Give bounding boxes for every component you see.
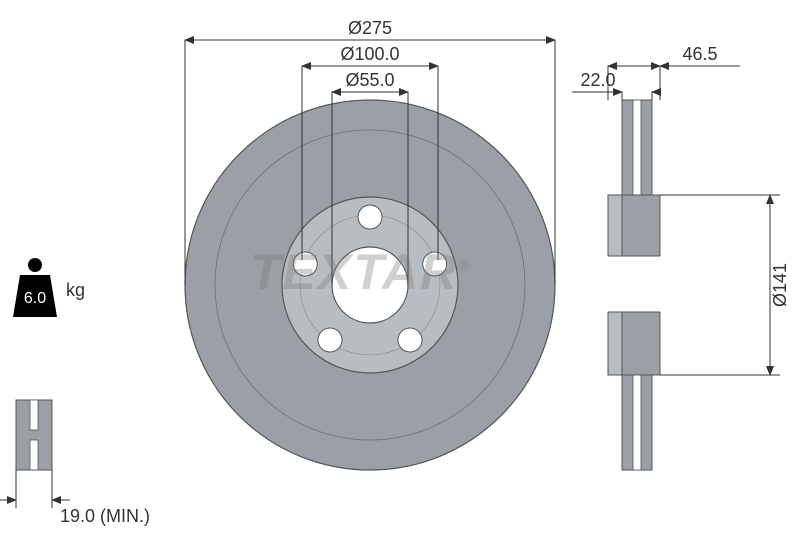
min-thickness-profile: 19.0 (MIN.) (0, 400, 150, 526)
dim-hat-diameter: Ø141 (770, 263, 790, 307)
weight-unit: kg (66, 280, 85, 301)
dim-center-bore: Ø55.0 (345, 70, 394, 90)
disc-side-view (607, 100, 661, 470)
weight-value: 6.0 (24, 290, 46, 307)
dim-min-thickness: 19.0 (MIN.) (60, 506, 150, 526)
dim-disc-thickness: 22.0 (580, 70, 615, 90)
dim-bolt-circle: Ø100.0 (340, 44, 399, 64)
disc-front-view (185, 100, 555, 470)
weight-indicator: 6.0 kg (10, 255, 85, 325)
dim-outer-diameter: Ø275 (348, 18, 392, 38)
dim-overall-height: 46.5 (682, 44, 717, 64)
dimension-hat-diameter: Ø141 (660, 195, 790, 375)
weight-icon: 6.0 (10, 255, 60, 325)
dimension-disc-thickness: 22.0 (572, 70, 660, 100)
dimension-overall-height: 46.5 (608, 44, 740, 100)
technical-drawing: Ø275 Ø100.0 Ø55.0 46.5 22.0 Ø141 (0, 0, 800, 533)
